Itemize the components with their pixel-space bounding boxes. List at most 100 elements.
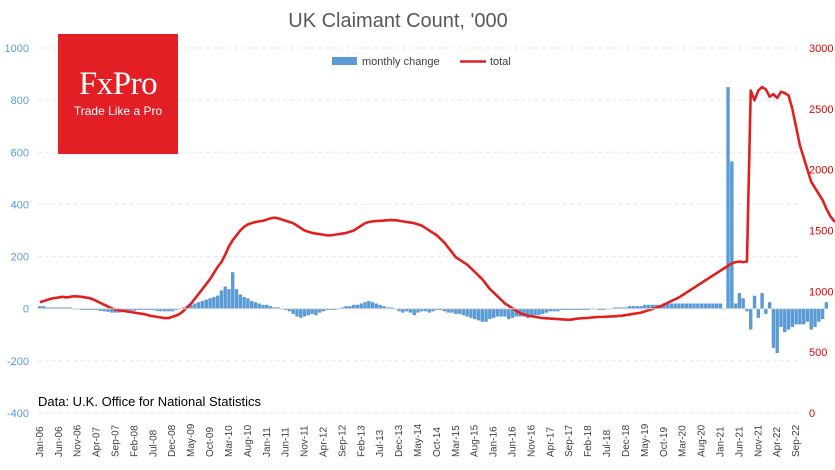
x-axis-tick: Mar-10 xyxy=(224,425,235,457)
legend-line-label: total xyxy=(490,56,511,68)
bar-monthly-change xyxy=(151,308,156,311)
x-axis-tick: Sep-12 xyxy=(337,424,348,457)
bar-monthly-change xyxy=(650,304,655,309)
bar-monthly-change xyxy=(703,303,708,309)
bar-monthly-change xyxy=(635,306,639,309)
bar-monthly-change xyxy=(41,306,46,309)
bar-monthly-change xyxy=(643,304,647,309)
right-axis-tick: 1000 xyxy=(809,286,833,298)
bar-monthly-change xyxy=(38,306,42,309)
x-axis-tick: Oct-14 xyxy=(432,427,443,457)
bar-monthly-change xyxy=(741,298,745,309)
bar-monthly-change xyxy=(730,161,734,309)
x-axis-tick: Feb-18 xyxy=(583,425,594,457)
bar-monthly-change xyxy=(329,308,333,311)
logo-brand: FxPro xyxy=(78,66,158,102)
bar-monthly-change xyxy=(457,308,462,314)
bar-monthly-change xyxy=(314,308,318,316)
bar-monthly-change xyxy=(420,308,424,312)
x-axis-tick: Feb-13 xyxy=(356,425,367,457)
bar-monthly-change xyxy=(578,308,583,311)
bar-monthly-change xyxy=(212,296,216,309)
bar-monthly-change xyxy=(208,298,212,309)
left-axis-tick: -200 xyxy=(7,356,29,368)
x-axis-tick: Sep-07 xyxy=(111,424,122,457)
bar-monthly-change xyxy=(389,307,394,309)
bar-monthly-change xyxy=(548,308,553,312)
bar-monthly-change xyxy=(333,308,337,311)
bar-monthly-change xyxy=(204,299,208,309)
bar-monthly-change xyxy=(310,308,314,314)
x-axis-tick: Aug-20 xyxy=(697,424,708,457)
bar-monthly-change xyxy=(340,307,345,309)
bar-monthly-change xyxy=(98,308,103,311)
x-axis-tick: Nov-16 xyxy=(526,424,537,457)
bar-monthly-change xyxy=(325,308,329,311)
bar-monthly-change xyxy=(431,308,435,312)
x-axis-tick: Mar-15 xyxy=(451,425,462,457)
bar-monthly-change xyxy=(166,308,171,312)
bar-monthly-change xyxy=(442,308,447,312)
bar-monthly-change xyxy=(283,308,288,311)
bar-monthly-change xyxy=(775,308,779,354)
bar-monthly-change xyxy=(767,302,772,309)
bar-monthly-change xyxy=(291,308,295,314)
bar-monthly-change xyxy=(68,307,72,309)
left-axis-tick: 400 xyxy=(11,199,29,211)
bar-monthly-change xyxy=(215,295,220,309)
bar-monthly-change xyxy=(412,308,416,316)
bar-monthly-change xyxy=(287,308,292,312)
bar-monthly-change xyxy=(726,87,730,309)
bar-monthly-change xyxy=(306,308,311,316)
bar-monthly-change xyxy=(805,308,810,322)
bar-monthly-change xyxy=(563,308,568,311)
x-axis-tick: Aug-15 xyxy=(470,424,481,457)
bar-monthly-change xyxy=(529,308,534,317)
bar-monthly-change xyxy=(45,307,50,309)
total-line xyxy=(39,85,835,322)
bar-monthly-change xyxy=(688,303,692,309)
x-axis-tick: Nov-21 xyxy=(753,424,764,457)
bar-monthly-change xyxy=(454,308,458,314)
bar-monthly-change xyxy=(752,295,757,309)
x-axis-tick: Aug-10 xyxy=(243,424,254,457)
x-axis-tick: Sep-17 xyxy=(564,424,575,457)
bar-monthly-change xyxy=(79,308,84,311)
x-axis-tick: Jan-11 xyxy=(262,427,273,457)
bar-monthly-change xyxy=(503,308,507,317)
bar-monthly-change xyxy=(669,303,674,309)
bar-monthly-change xyxy=(64,307,69,309)
bar-monthly-change xyxy=(200,300,205,309)
bar-monthly-change xyxy=(809,308,813,330)
bar-monthly-change xyxy=(707,303,711,309)
bar-monthly-change xyxy=(162,308,167,312)
bar-monthly-change xyxy=(370,302,375,309)
legend: monthly change total xyxy=(332,56,511,68)
bar-monthly-change xyxy=(106,308,110,312)
bar-monthly-change xyxy=(382,306,386,309)
left-axis-tick: 200 xyxy=(11,252,29,264)
bar-monthly-change xyxy=(673,303,677,309)
bar-monthly-change xyxy=(790,308,795,327)
bar-monthly-change xyxy=(711,303,715,309)
bar-monthly-change xyxy=(522,308,526,317)
bar-monthly-change xyxy=(49,307,53,309)
bar-monthly-change xyxy=(601,308,605,311)
x-axis-tick: May-09 xyxy=(186,423,197,457)
bar-monthly-change xyxy=(779,308,783,327)
bar-monthly-change xyxy=(234,289,239,309)
bar-monthly-change xyxy=(174,308,178,311)
bar-monthly-change xyxy=(616,307,621,309)
bar-monthly-change xyxy=(83,308,87,311)
bar-monthly-change xyxy=(60,307,65,309)
bar-monthly-change xyxy=(665,303,670,309)
bar-monthly-change xyxy=(612,307,617,309)
right-axis-tick: 2500 xyxy=(809,104,833,116)
bar-monthly-change xyxy=(155,308,159,311)
x-axis-tick: Apr-07 xyxy=(92,427,103,457)
x-axis-tick: Feb-08 xyxy=(129,425,140,457)
left-axis-tick: 800 xyxy=(11,95,29,107)
data-source: Data: U.K. Office for National Statistic… xyxy=(38,394,262,409)
bar-monthly-change xyxy=(257,303,261,309)
